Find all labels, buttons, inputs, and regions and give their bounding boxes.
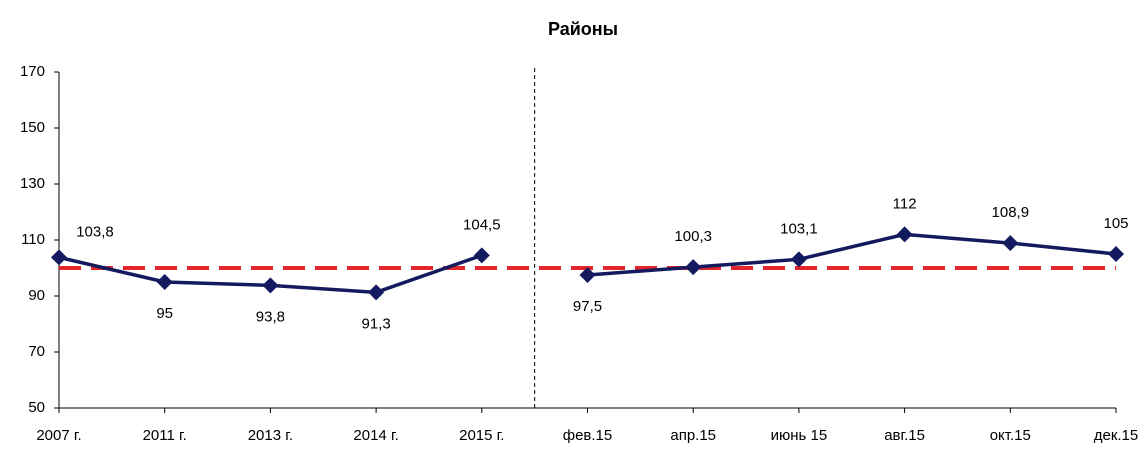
marker bbox=[1002, 235, 1019, 252]
x-tick-label: дек.15 bbox=[1094, 427, 1139, 444]
y-tick-label: 110 bbox=[21, 231, 45, 248]
marker bbox=[51, 249, 67, 266]
y-tick-label: 170 bbox=[20, 63, 45, 80]
y-tick-label: 150 bbox=[20, 119, 45, 136]
data-label: 112 bbox=[893, 195, 917, 212]
marker bbox=[896, 226, 913, 243]
data-label: 95 bbox=[156, 305, 173, 322]
y-tick-label: 90 bbox=[28, 287, 45, 304]
x-tick-label: 2011 г. bbox=[143, 427, 187, 444]
x-tick-label: апр.15 bbox=[670, 427, 716, 444]
marker bbox=[685, 259, 702, 276]
data-label: 108,9 bbox=[992, 204, 1030, 221]
x-tick-label: 2013 г. bbox=[248, 427, 293, 444]
data-label: 103,1 bbox=[780, 220, 818, 237]
marker bbox=[790, 251, 807, 268]
data-label: 100,3 bbox=[674, 228, 712, 245]
x-tick-label: 2007 г. bbox=[36, 427, 81, 444]
marker bbox=[579, 267, 596, 283]
marker bbox=[473, 247, 490, 264]
chart-title: Районы bbox=[548, 19, 618, 39]
data-label: 91,3 bbox=[361, 315, 390, 332]
x-tick-label: июнь 15 bbox=[771, 427, 828, 444]
series-line bbox=[587, 232, 1117, 277]
marker bbox=[156, 274, 173, 290]
data-label: 97,5 bbox=[573, 298, 602, 315]
y-tick-label: 130 bbox=[20, 175, 45, 192]
marker bbox=[368, 284, 385, 301]
x-tick-label: авг.15 bbox=[884, 427, 925, 444]
data-label: 93,8 bbox=[256, 308, 285, 325]
x-tick-label: фев.15 bbox=[563, 427, 613, 444]
data-label: 104,5 bbox=[463, 216, 501, 233]
x-tick-label: окт.15 bbox=[990, 427, 1031, 444]
marker bbox=[1108, 246, 1124, 262]
marker bbox=[262, 277, 279, 294]
x-tick-label: 2015 г. bbox=[459, 427, 504, 444]
data-label: 103,8 bbox=[76, 223, 114, 240]
x-tick-label: 2014 г. bbox=[353, 427, 398, 444]
y-tick-label: 50 bbox=[28, 399, 45, 416]
y-tick-label: 70 bbox=[28, 343, 45, 360]
data-label: 105 bbox=[1103, 215, 1128, 232]
